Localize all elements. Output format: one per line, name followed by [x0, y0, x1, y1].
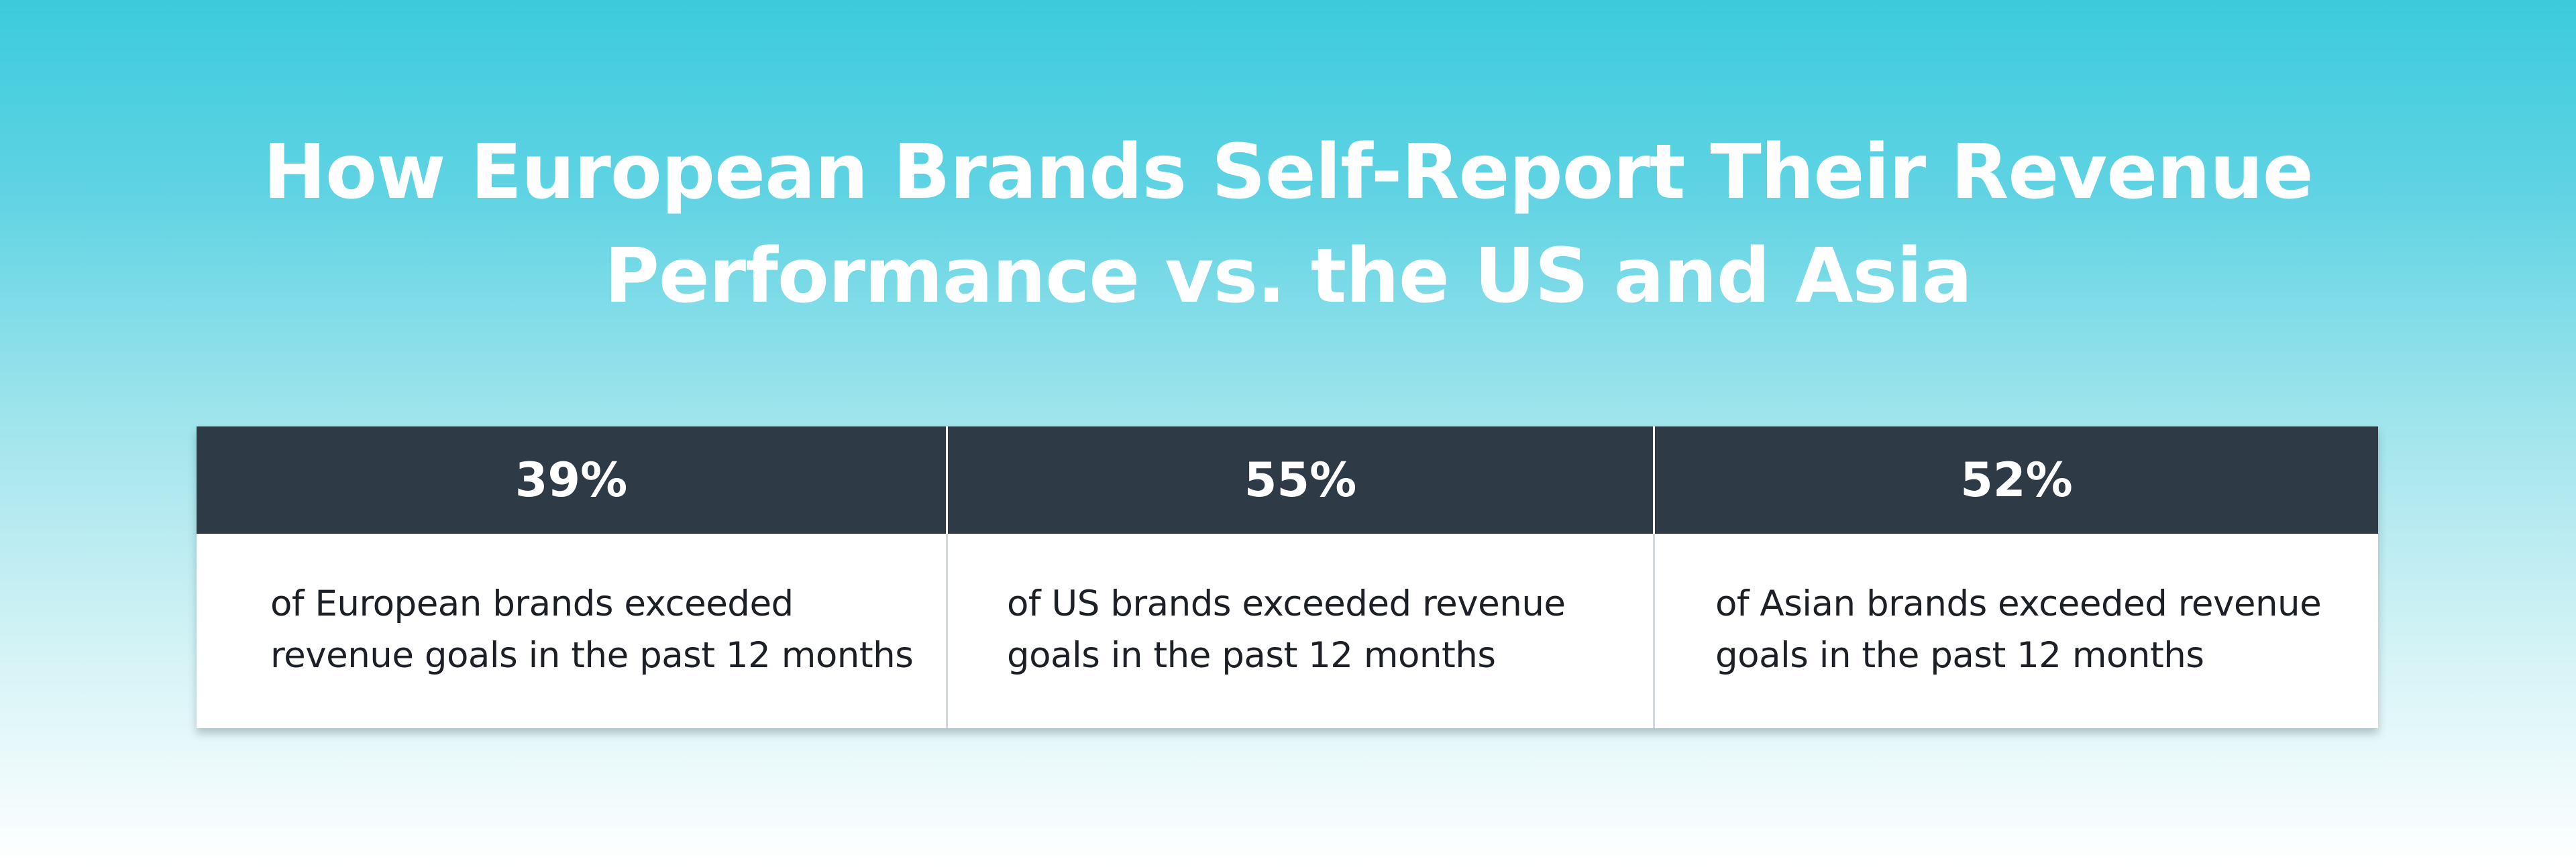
chart-title: How European Brands Self-Report Their Re… — [0, 121, 2576, 329]
stat-description-asia: of Asian brands exceeded revenue goals i… — [1715, 578, 2366, 681]
stat-value-asia: 52% — [1655, 426, 2378, 534]
stat-description-europe-line-2: revenue goals in the past 12 months — [270, 635, 914, 676]
stat-description-europe: of European brands exceeded revenue goal… — [270, 578, 928, 681]
stat-description-europe-line-1: of European brands exceeded — [270, 583, 794, 624]
stats-table: 39% of European brands exceeded revenue … — [197, 426, 2378, 728]
stat-column-us: 55% of US brands exceeded revenue goals … — [946, 426, 1653, 728]
chart-title-line-1: How European Brands Self-Report Their Re… — [263, 129, 2313, 216]
stat-description-us: of US brands exceeded revenue goals in t… — [1007, 578, 1638, 681]
chart-title-line-2: Performance vs. the US and Asia — [604, 233, 1972, 320]
stat-value-us: 55% — [948, 426, 1653, 534]
stat-description-us-line-2: goals in the past 12 months — [1007, 635, 1496, 676]
stat-description-asia-line-2: goals in the past 12 months — [1715, 635, 2204, 676]
stat-value-europe: 39% — [197, 426, 946, 534]
stat-description-us-line-1: of US brands exceeded revenue — [1007, 583, 1566, 624]
stat-description-asia-line-1: of Asian brands exceeded revenue — [1715, 583, 2322, 624]
stat-column-europe: 39% of European brands exceeded revenue … — [197, 426, 946, 728]
stat-column-asia: 52% of Asian brands exceeded revenue goa… — [1653, 426, 2378, 728]
